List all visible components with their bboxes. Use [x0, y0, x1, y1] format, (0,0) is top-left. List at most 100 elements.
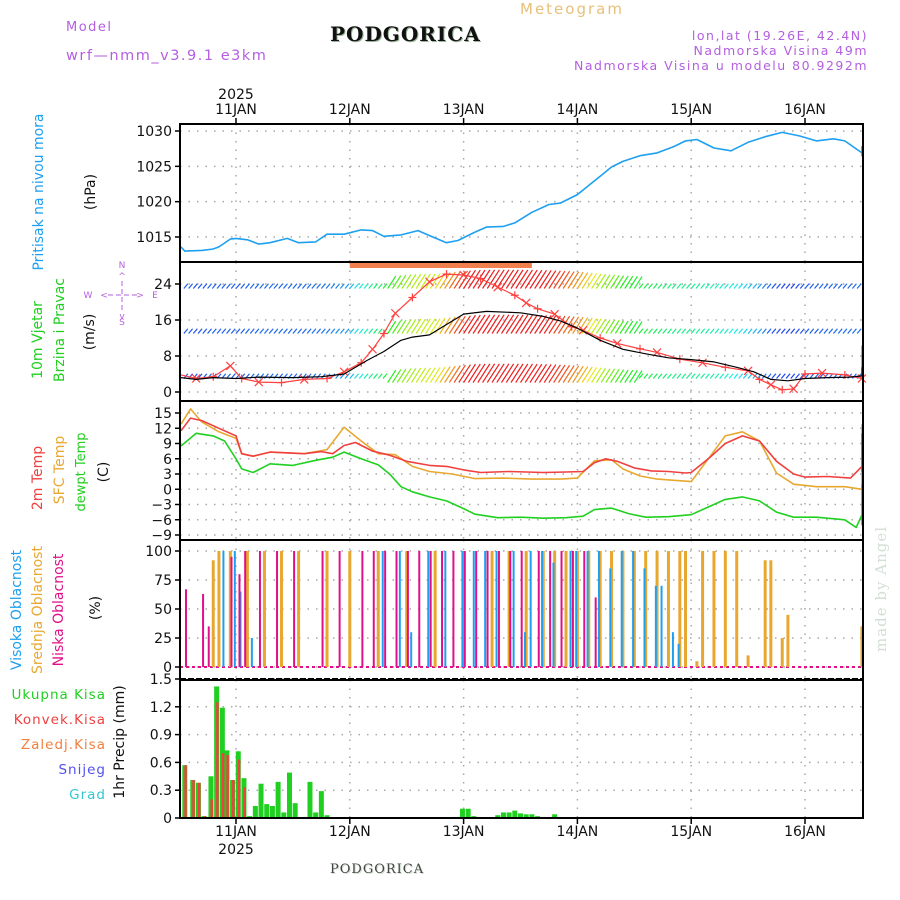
wind-barb	[648, 373, 653, 379]
wind-barb	[482, 363, 496, 383]
wind-barb	[572, 365, 584, 383]
wind-barb	[643, 328, 649, 334]
wind-barb	[538, 364, 552, 383]
wind-barb	[728, 283, 734, 289]
wind-barb	[553, 315, 566, 334]
wind-barb	[226, 283, 231, 289]
wind-barb	[420, 318, 431, 334]
wind-barb	[240, 328, 246, 334]
wind-barb	[297, 328, 303, 334]
wind-barb	[856, 328, 862, 334]
wind-barb	[795, 328, 800, 334]
cloud-bar	[384, 551, 387, 667]
wind-barb	[700, 283, 706, 289]
wind-barb	[576, 366, 589, 383]
wind-barb	[349, 328, 355, 334]
wind-gust-marker	[789, 384, 799, 394]
wind-barb	[771, 328, 777, 334]
precip-total-bar	[529, 814, 535, 818]
temp2m-axis-title: 2m Temp	[30, 446, 46, 510]
wind-barb	[292, 328, 298, 334]
wind-barb	[429, 273, 441, 289]
temp-unit-label: (C)	[96, 462, 112, 483]
y-tick-label: 12	[154, 421, 172, 437]
precip-total-bar	[269, 805, 275, 818]
cloud-bar	[524, 551, 528, 667]
wind-barb	[339, 328, 345, 334]
wind-barb	[534, 363, 547, 383]
wind-barb	[391, 369, 402, 383]
wind-barb	[586, 273, 598, 289]
data-layer	[180, 131, 867, 818]
wind-barb	[382, 283, 388, 289]
wind-barb	[790, 373, 796, 379]
wind-barb	[240, 283, 246, 289]
wind-barb	[292, 283, 298, 289]
year-label-bottom: 2025	[218, 842, 254, 858]
marker-x-b	[368, 344, 377, 354]
cloud-bar	[244, 551, 247, 667]
wind-barb	[439, 272, 451, 289]
marker-x-b	[698, 358, 708, 368]
wind-barb	[249, 328, 255, 334]
wind-barb	[377, 328, 383, 334]
wind-barb	[776, 373, 782, 379]
wind-barb	[704, 328, 710, 334]
precip-convective-bar	[226, 754, 229, 818]
wind-barb	[548, 270, 561, 289]
wind-barb	[548, 364, 561, 383]
x-tick-label-bottom: 11JAN	[215, 824, 257, 840]
wind-barb	[420, 273, 431, 289]
cloud-bar	[258, 551, 261, 667]
wind-barb	[624, 275, 634, 289]
cloud-bar	[276, 551, 279, 667]
wind-barb	[600, 274, 611, 289]
wind-barb	[458, 315, 471, 334]
wind-barb	[851, 283, 857, 289]
wind-barb	[576, 317, 589, 334]
mid-cloud-axis-title: Srednja Oblacnost	[30, 546, 46, 674]
wind-barb	[358, 373, 364, 379]
wind-barb	[738, 328, 744, 334]
wind-barb	[211, 328, 217, 334]
wind-barb	[192, 328, 198, 334]
cloud-bar	[239, 591, 242, 667]
grid-layer	[180, 124, 863, 818]
precip-total-bar	[465, 808, 471, 818]
cloud-bar	[348, 551, 352, 667]
wind-barb	[681, 328, 687, 334]
wind-barb	[619, 369, 629, 383]
wind-barb	[752, 328, 758, 334]
wind-barb	[226, 328, 231, 334]
wind-barb	[567, 271, 580, 289]
wind-barb	[510, 314, 524, 334]
wind-barb	[685, 328, 691, 334]
wind-barb	[429, 367, 441, 383]
marker-x-b	[857, 374, 867, 383]
x-tick-label-top: 15JAN	[670, 102, 712, 118]
x-tick-label-top: 13JAN	[443, 102, 485, 118]
wind-gust-marker	[209, 372, 218, 381]
wind-barb	[657, 283, 663, 289]
wind-gust-marker	[766, 380, 776, 390]
wind-barb	[519, 363, 534, 383]
wind-gust-marker	[635, 344, 644, 353]
wind-barb	[496, 363, 510, 383]
wind-barb	[245, 283, 250, 289]
wind-barb	[273, 283, 279, 289]
wind-barb	[458, 364, 471, 383]
marker-x-b	[225, 361, 235, 371]
wind-barb	[486, 314, 500, 334]
wind-barb	[467, 363, 481, 383]
wind-barb	[685, 373, 691, 379]
cloud-bar	[553, 551, 557, 667]
wind-gust-marker	[778, 385, 787, 394]
arrow-east-icon: >	[136, 291, 144, 301]
wind-barb	[614, 320, 625, 334]
wind-barb	[325, 328, 331, 334]
dir-east-label: E	[152, 291, 158, 301]
wind-barb	[401, 368, 412, 383]
x-tick-label-top: 11JAN	[215, 102, 257, 118]
wind-barb	[538, 270, 552, 289]
